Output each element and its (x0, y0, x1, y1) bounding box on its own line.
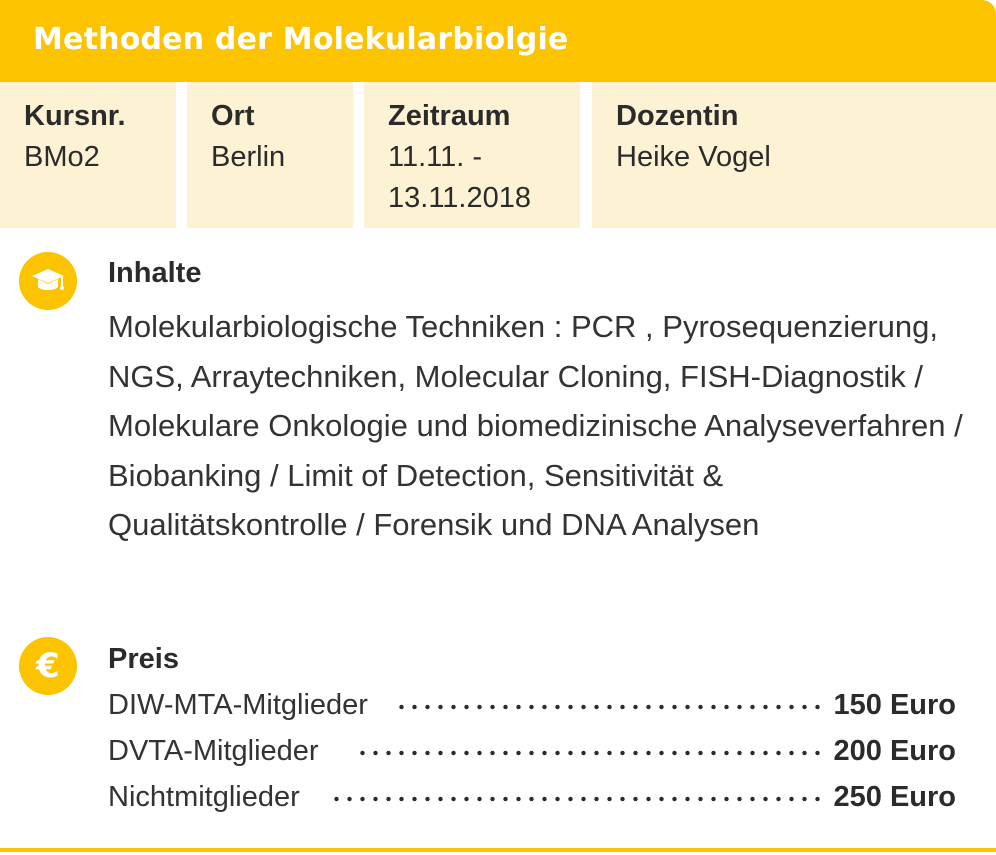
price-row: Nichtmitglieder 250 Euro (108, 777, 956, 817)
course-header: Methoden der Molekularbiolgie (0, 0, 996, 82)
location-label: Ort (211, 100, 255, 132)
course-title: Methoden der Molekularbiolgie (33, 22, 569, 57)
info-cell-course-number: Kursnr. BMo2 (0, 82, 176, 228)
price-row-leader-dots (353, 750, 824, 756)
price-row-leader-dots (396, 704, 824, 710)
footer-rule (0, 848, 996, 852)
lecturer-value: Heike Vogel (616, 141, 771, 173)
info-cell-lecturer: Dozentin Heike Vogel (592, 82, 996, 228)
price-row-label: DVTA-Mitglieder (108, 735, 319, 767)
price-row-amount: 250 Euro (833, 781, 957, 813)
period-label: Zeitraum (388, 100, 511, 132)
price-row-label: DIW-MTA-Mitglieder (108, 689, 368, 721)
price-row-amount: 150 Euro (833, 689, 957, 721)
course-number-value: BMo2 (24, 141, 100, 173)
price-row-amount: 200 Euro (833, 735, 957, 767)
graduation-cap-icon (19, 252, 77, 310)
price-row: DIW-MTA-Mitglieder 150 Euro (108, 685, 956, 725)
period-value: 11.11. - 13.11.2018 (388, 141, 531, 214)
price-row-label: Nichtmitglieder (108, 781, 300, 813)
price-row: DVTA-Mitglieder 200 Euro (108, 731, 956, 771)
location-value: Berlin (211, 141, 286, 173)
price-heading: Preis (108, 643, 179, 675)
euro-icon: € (19, 637, 77, 695)
course-number-label: Kursnr. (24, 100, 126, 132)
info-cell-period: Zeitraum 11.11. - 13.11.2018 (364, 82, 580, 228)
contents-heading: Inhalte (108, 257, 202, 289)
info-cell-location: Ort Berlin (187, 82, 353, 228)
price-row-leader-dots (330, 796, 824, 802)
lecturer-label: Dozentin (616, 100, 739, 132)
euro-glyph: € (36, 646, 60, 686)
contents-text: Molekularbiologische Techniken : PCR , P… (108, 309, 963, 542)
